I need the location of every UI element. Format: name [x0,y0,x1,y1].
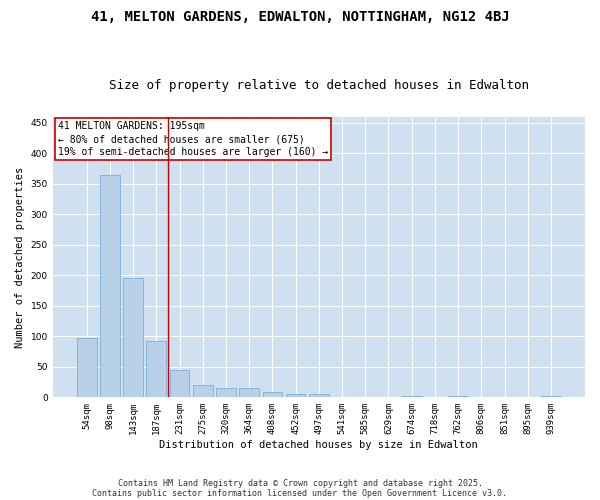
Bar [239,388,259,398]
Bar [77,338,97,398]
Bar [448,396,468,398]
Bar [193,385,212,398]
X-axis label: Distribution of detached houses by size in Edwalton: Distribution of detached houses by size … [160,440,478,450]
Bar [170,370,190,398]
Bar [146,340,166,398]
Bar [263,392,282,398]
Bar [541,396,561,398]
Bar [123,278,143,398]
Text: Contains HM Land Registry data © Crown copyright and database right 2025.: Contains HM Land Registry data © Crown c… [118,478,482,488]
Text: Contains public sector information licensed under the Open Government Licence v3: Contains public sector information licen… [92,488,508,498]
Text: 41 MELTON GARDENS: 195sqm
← 80% of detached houses are smaller (675)
19% of semi: 41 MELTON GARDENS: 195sqm ← 80% of detac… [58,121,328,158]
Bar [402,396,422,398]
Bar [100,174,120,398]
Title: Size of property relative to detached houses in Edwalton: Size of property relative to detached ho… [109,79,529,92]
Y-axis label: Number of detached properties: Number of detached properties [15,166,25,348]
Bar [216,388,236,398]
Bar [309,394,329,398]
Text: 41, MELTON GARDENS, EDWALTON, NOTTINGHAM, NG12 4BJ: 41, MELTON GARDENS, EDWALTON, NOTTINGHAM… [91,10,509,24]
Bar [286,394,305,398]
